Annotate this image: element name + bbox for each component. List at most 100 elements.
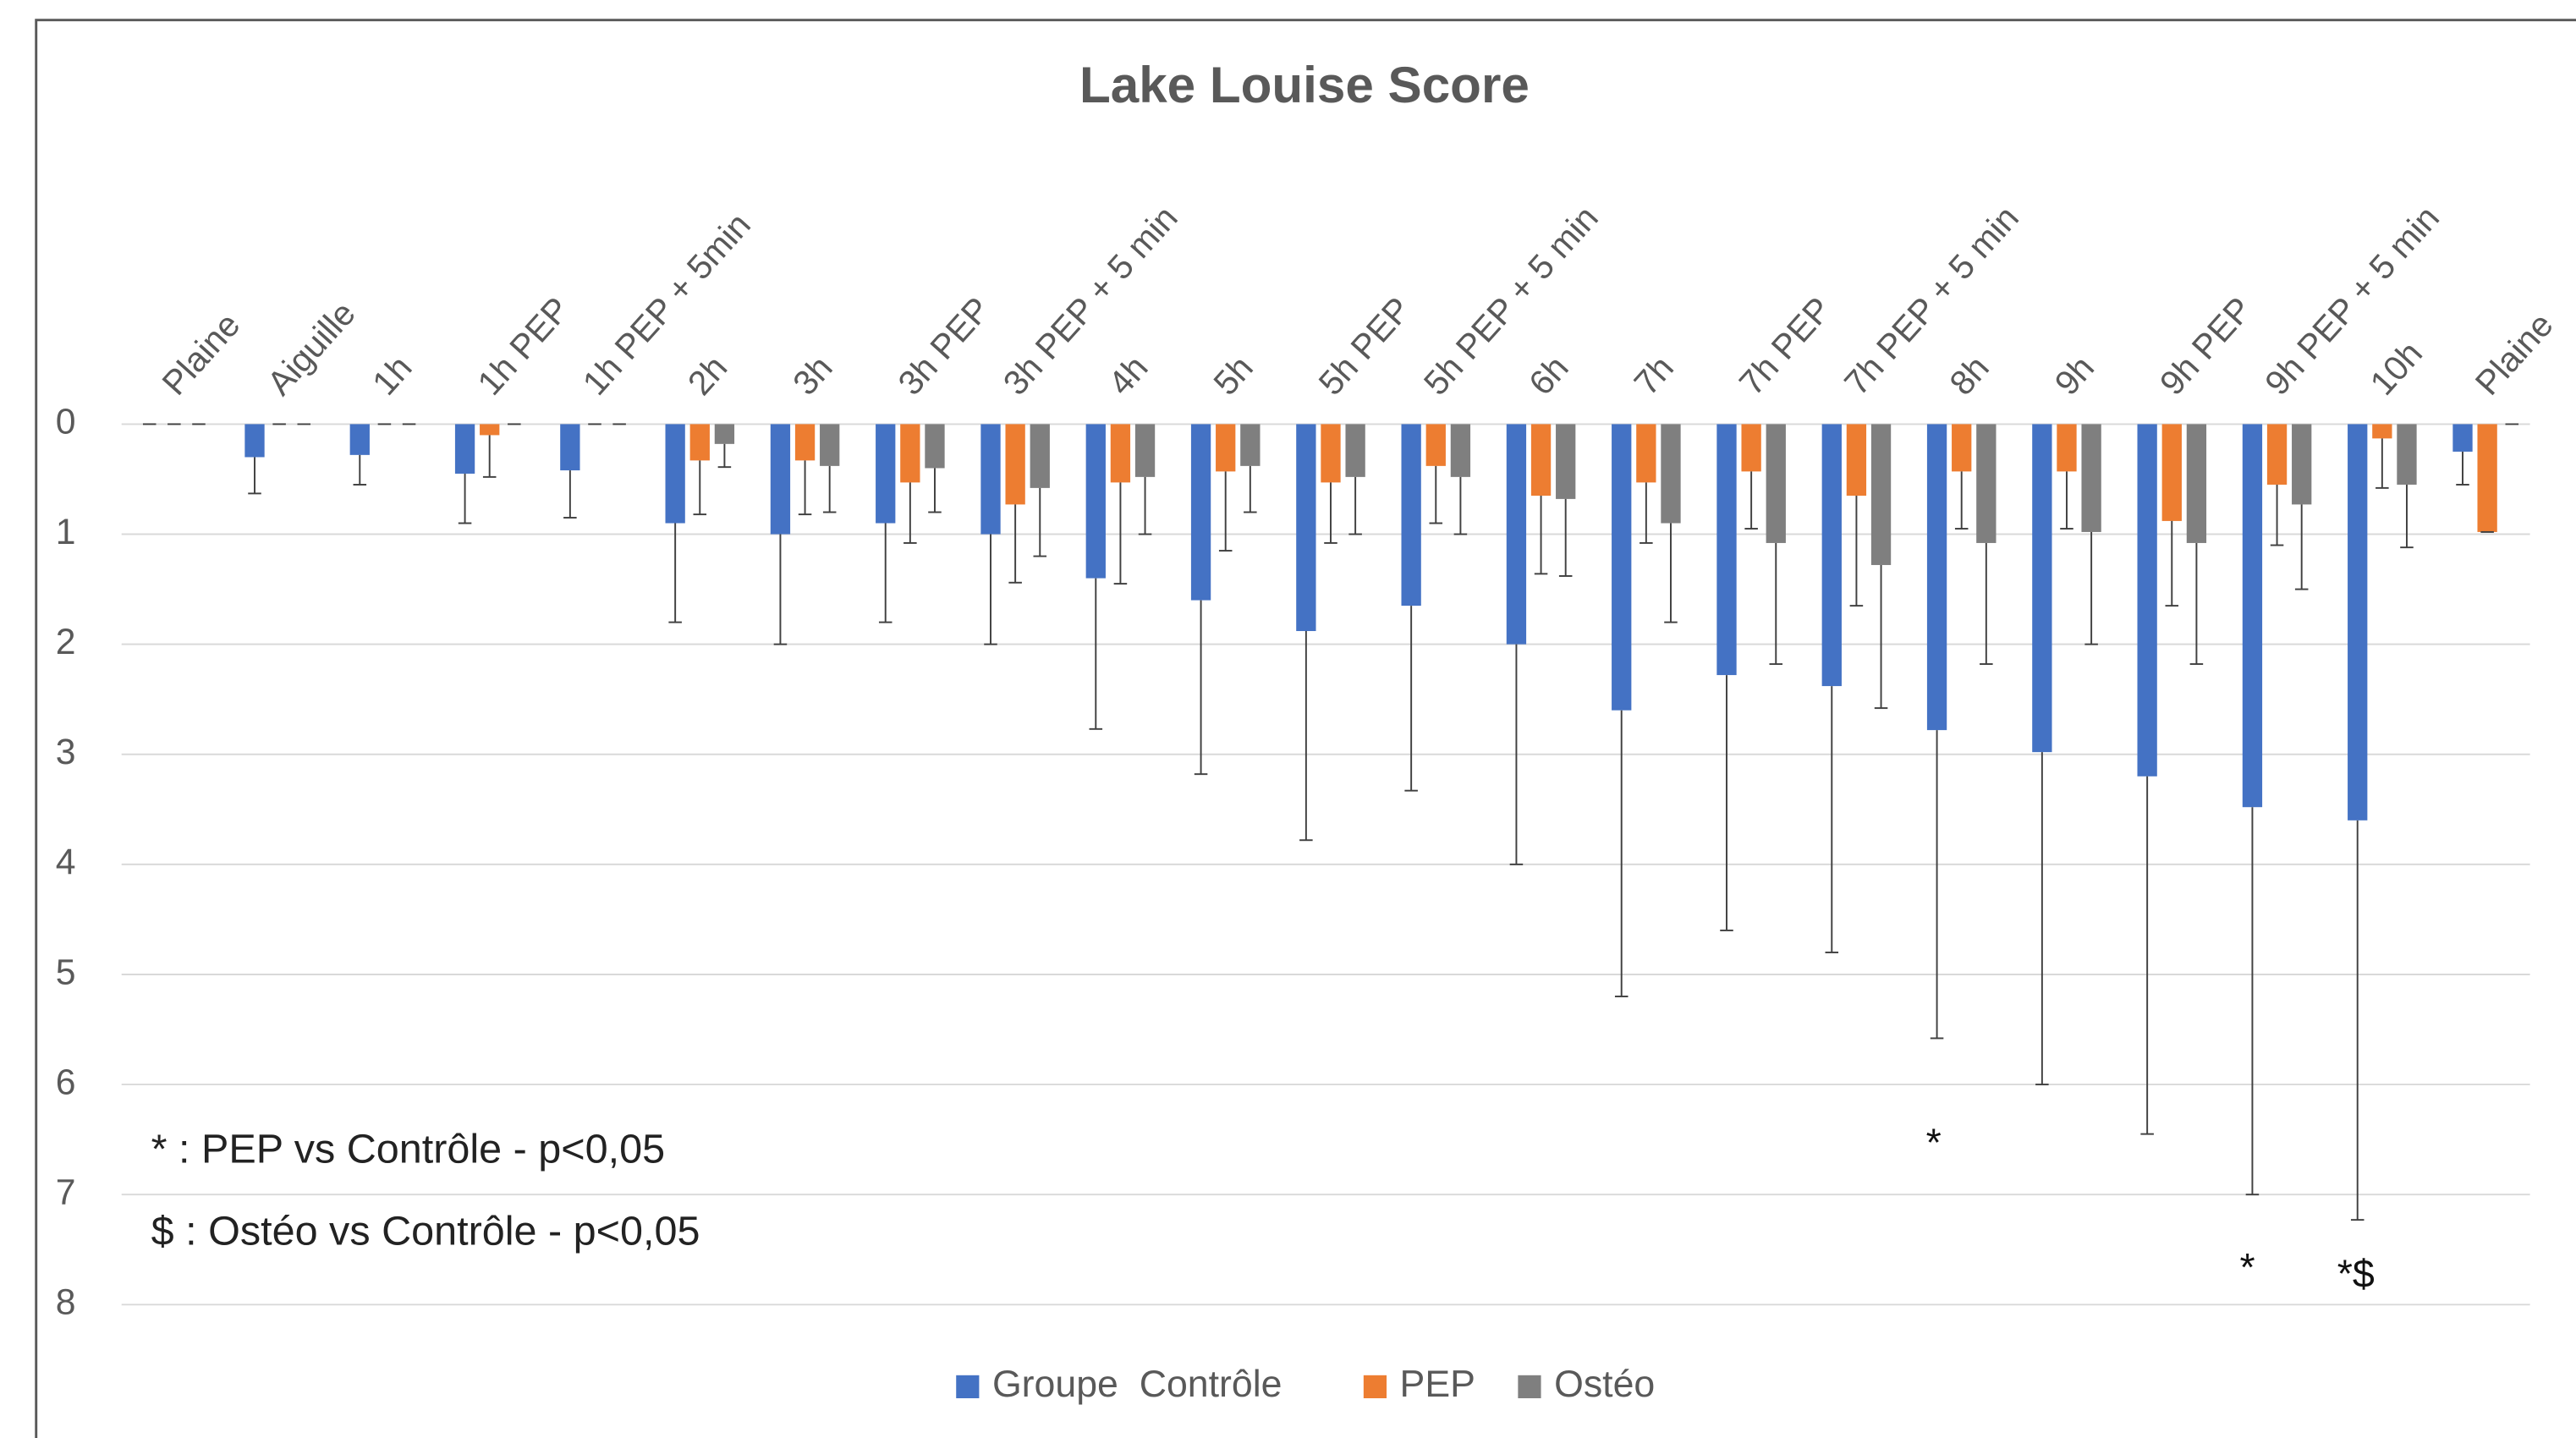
bar [1612, 424, 1632, 711]
bar [2186, 424, 2207, 543]
significance-mark: * [2240, 1245, 2255, 1289]
bar [689, 424, 710, 461]
significance-mark: *$ [2337, 1252, 2375, 1296]
x-tick-label: 1h PEP [470, 289, 577, 403]
bar [349, 424, 370, 455]
bar [1821, 424, 1842, 687]
y-tick-label: 1 [56, 512, 76, 552]
x-tick-label: 7h PEP [1732, 289, 1839, 403]
bar [1030, 424, 1050, 488]
bar [2057, 424, 2077, 472]
y-tick-label: 5 [56, 952, 76, 992]
x-tick-label: 1h [365, 348, 420, 402]
bar [1926, 424, 1947, 731]
x-tick-label: Aiguille [260, 294, 363, 402]
significance-mark: * [1926, 1120, 1942, 1164]
x-tick-label: 3h PEP + 5 min [996, 198, 1185, 403]
legend-label: Ostéo [1554, 1364, 1655, 1405]
bar [2137, 424, 2157, 777]
bar [1190, 424, 1211, 601]
bar [1345, 424, 1365, 477]
bar [2397, 424, 2417, 485]
bar [560, 424, 580, 471]
chart-frame [35, 19, 2576, 1438]
bar [480, 424, 500, 436]
bar [1296, 424, 1316, 632]
bar [1870, 424, 1892, 565]
x-tick-label: 5h PEP [1311, 289, 1419, 403]
y-tick-label: 6 [56, 1062, 76, 1102]
bar [1506, 424, 1527, 645]
bar [1085, 424, 1106, 579]
bar [1716, 424, 1737, 676]
bar [665, 424, 685, 524]
x-tick-label: 7h PEP + 5 min [1837, 198, 2026, 403]
bar [2266, 424, 2288, 485]
bar [876, 424, 896, 524]
x-tick-label: 2h [680, 348, 735, 402]
bar [2081, 424, 2101, 532]
bar [1636, 424, 1656, 483]
legend-swatch [956, 1375, 980, 1399]
bar [2452, 424, 2473, 452]
x-tick-label: 7h [1626, 348, 1681, 402]
x-tick-label: 9h PEP [2152, 289, 2260, 403]
y-tick-label: 3 [56, 732, 76, 772]
bar [2372, 424, 2392, 439]
chart-title: Lake Louise Score [1079, 57, 1530, 113]
bar [2242, 424, 2263, 808]
bar [1110, 424, 1131, 483]
bar [1216, 424, 1236, 472]
bar [900, 424, 920, 483]
x-tick-label: Plaine [154, 305, 247, 403]
x-tick-label: 5h [1206, 348, 1261, 402]
bar [454, 424, 475, 474]
note: $ : Ostéo vs Contrôle - p<0,05 [151, 1209, 700, 1254]
x-tick-label: 3h PEP [890, 289, 997, 403]
bar [2292, 424, 2312, 505]
bar [1240, 424, 1261, 466]
bar [1846, 424, 1867, 496]
bar [244, 424, 265, 458]
x-tick-label: 10h [2362, 333, 2430, 402]
legend-swatch [1363, 1375, 1387, 1399]
bar [1134, 424, 1156, 477]
x-tick-label: 5h PEP + 5 min [1416, 198, 1606, 403]
y-tick-label: 0 [56, 402, 76, 442]
x-tick-label: Plaine [2468, 305, 2561, 403]
bar [1530, 424, 1552, 496]
bar [1321, 424, 1341, 483]
bar [1741, 424, 1761, 472]
bar [820, 424, 840, 466]
y-tick-label: 8 [56, 1282, 76, 1323]
bar [1976, 424, 1997, 543]
x-tick-label: 3h [785, 348, 840, 402]
x-tick-label: 8h [1942, 348, 1997, 402]
bar [1952, 424, 1972, 472]
x-tick-label: 6h [1521, 348, 1576, 402]
x-tick-label: 9h [2047, 348, 2102, 402]
note: * : PEP vs Contrôle - p<0,05 [151, 1127, 665, 1172]
x-tick-label: 4h [1101, 348, 1156, 402]
bar [1556, 424, 1576, 499]
bar [1005, 424, 1025, 505]
bar [1661, 424, 1681, 524]
bar [1401, 424, 1421, 606]
bar [980, 424, 1001, 535]
bar [2348, 424, 2368, 821]
legend-swatch [1518, 1375, 1541, 1399]
bar [2032, 424, 2052, 753]
y-tick-label: 2 [56, 622, 76, 662]
legend-label: PEP [1400, 1364, 1475, 1405]
y-tick-label: 4 [56, 842, 76, 882]
bar [714, 424, 735, 444]
bar [1425, 424, 1446, 466]
legend-label: Groupe Contrôle [992, 1364, 1283, 1405]
bar [1450, 424, 1471, 477]
bar [794, 424, 816, 461]
bar [2477, 424, 2497, 532]
bar [2161, 424, 2182, 521]
bar [925, 424, 945, 469]
bar [1766, 424, 1786, 543]
